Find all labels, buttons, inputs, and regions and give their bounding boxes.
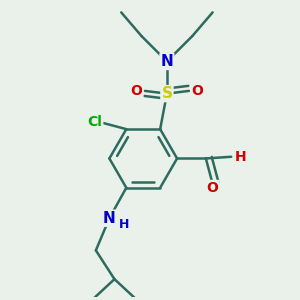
Text: O: O — [130, 84, 142, 98]
Text: H: H — [235, 150, 247, 164]
Text: O: O — [191, 84, 203, 98]
Text: N: N — [103, 211, 116, 226]
Text: H: H — [118, 218, 129, 231]
Text: N: N — [160, 54, 173, 69]
Text: O: O — [207, 181, 218, 195]
Text: S: S — [161, 86, 172, 101]
Text: Cl: Cl — [87, 116, 102, 129]
